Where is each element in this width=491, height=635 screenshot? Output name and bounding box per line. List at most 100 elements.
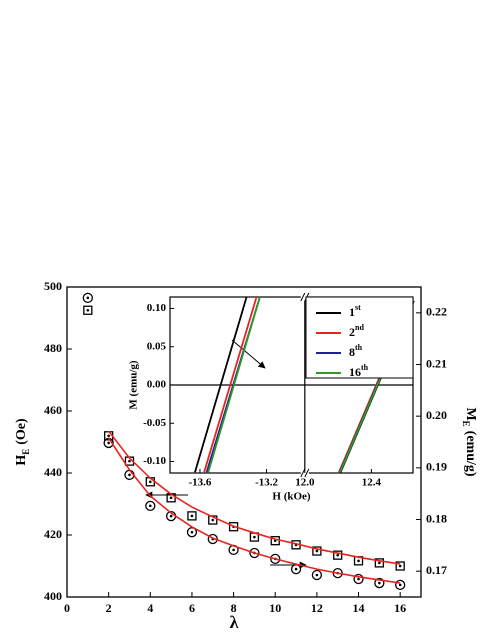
y-axis-label: HE (Oe) [14, 418, 31, 466]
legend-label: 16th [349, 363, 369, 378]
marker-dot [107, 441, 110, 445]
marker-dot [128, 473, 131, 477]
square-marker [208, 515, 218, 525]
circle-point [145, 500, 156, 512]
x-tick-label: 10 [269, 601, 281, 615]
marker-dot [169, 514, 173, 518]
y-label-unit: (Oe) [14, 418, 29, 445]
circle-point [82, 292, 93, 304]
axis-break-mark [300, 468, 306, 478]
y2-label-unit: (emu/g) [463, 431, 478, 477]
circle-marker [353, 573, 364, 585]
marker-dot [378, 581, 381, 585]
y2-tick-label: 0.22 [426, 305, 447, 319]
legend-sup: th [361, 363, 369, 372]
inset-x-tick-label: 12.4 [362, 477, 382, 489]
inset-y-tick-label: 0.00 [147, 379, 167, 391]
y-tick-label: 500 [44, 279, 62, 293]
inset-y-label: M (emu/g) [128, 360, 140, 410]
legend-sup: nd [355, 323, 364, 332]
plot-frame [66, 286, 422, 598]
marker-dot [148, 504, 152, 508]
inset: -13.6 -13.2 12.0 12.4 -0.10 -0.05 0.00 0.05 0.10… [128, 292, 415, 503]
y-label-sub: E [21, 449, 31, 455]
legend-box [305, 296, 414, 379]
fit-curve [107, 437, 401, 584]
square-marker [333, 550, 343, 560]
circle-marker [311, 569, 323, 581]
y-tick-label: 480 [44, 341, 62, 355]
y2-axis-label: ME (emu/g) [461, 407, 478, 476]
marker-dot [232, 548, 235, 552]
circle-marker [82, 292, 93, 304]
legend-name: 2 [349, 325, 355, 339]
y-tick-label: 420 [44, 527, 62, 541]
y-tick-label: 400 [44, 589, 62, 603]
marker-dot [169, 496, 173, 500]
x-tick-label: 4 [147, 601, 153, 615]
marker-dot [398, 564, 402, 568]
square-point [333, 550, 343, 560]
square-marker [83, 305, 93, 315]
axis-break-mark [304, 468, 310, 478]
legend-name: 16 [349, 365, 361, 379]
square-marker [312, 546, 322, 556]
fit-curve [108, 430, 401, 565]
legend-sup: st [355, 303, 361, 312]
marker-dot [398, 583, 402, 587]
marker-dot [357, 577, 360, 581]
circle-marker [145, 500, 156, 512]
legend-name: 8 [349, 345, 355, 359]
inset-y-tick-label: 0.05 [147, 340, 167, 352]
inset-y-tick-label: 0.10 [147, 302, 167, 314]
square-point [83, 305, 93, 315]
circle-marker [249, 547, 260, 559]
circle-point [374, 577, 385, 589]
y2-label-main: M [463, 407, 478, 420]
inset-y-tick-label: -0.10 [143, 455, 166, 467]
inset-x-label: H (kOe) [272, 491, 311, 503]
y2-tick-label: 0.21 [426, 356, 447, 370]
x-tick-label: 14 [353, 601, 365, 615]
circle-point [395, 579, 406, 591]
square-point [312, 546, 322, 556]
x-tick-label: 2 [106, 601, 112, 615]
circle-marker [395, 579, 406, 591]
circle-marker [270, 553, 281, 565]
inset-y-tick-label: -0.05 [143, 417, 166, 429]
y-tick-label: 460 [44, 403, 62, 417]
marker-dot [86, 308, 90, 312]
marker-dot [128, 459, 131, 463]
marker-dot [294, 567, 298, 571]
inset-x-tick-label: -13.6 [188, 477, 211, 489]
y2-tick-label: 0.18 [426, 511, 447, 525]
marker-dot [253, 535, 256, 539]
marker-dot [190, 514, 194, 518]
marker-dot [378, 561, 381, 565]
inset-arrow [231, 339, 266, 369]
square-marker [395, 561, 405, 571]
y2-tick-label: 0.17 [426, 563, 447, 577]
legend-label: 2nd [349, 323, 364, 338]
y2-tick-label: 0.19 [426, 460, 447, 474]
marker-dot [357, 559, 360, 563]
marker-dot [211, 518, 215, 522]
x-axis-label: λ [230, 612, 239, 632]
marker-dot [190, 530, 194, 534]
circle-point [311, 569, 323, 581]
legend-label: 8th [349, 343, 363, 358]
marker-dot [86, 296, 90, 300]
square-point [187, 511, 197, 521]
axis-break-mark [300, 292, 306, 302]
axis-break-gap [300, 293, 309, 301]
y2-tick-label: 0.20 [426, 408, 447, 422]
square-marker [374, 558, 385, 568]
square-point [208, 515, 218, 525]
legend-label: 1st [349, 303, 361, 318]
marker-dot [107, 434, 110, 438]
circle-point [290, 563, 302, 575]
x-tick-label: 12 [311, 601, 323, 615]
y2-label-sub: E [461, 421, 471, 427]
marker-dot [336, 553, 340, 557]
